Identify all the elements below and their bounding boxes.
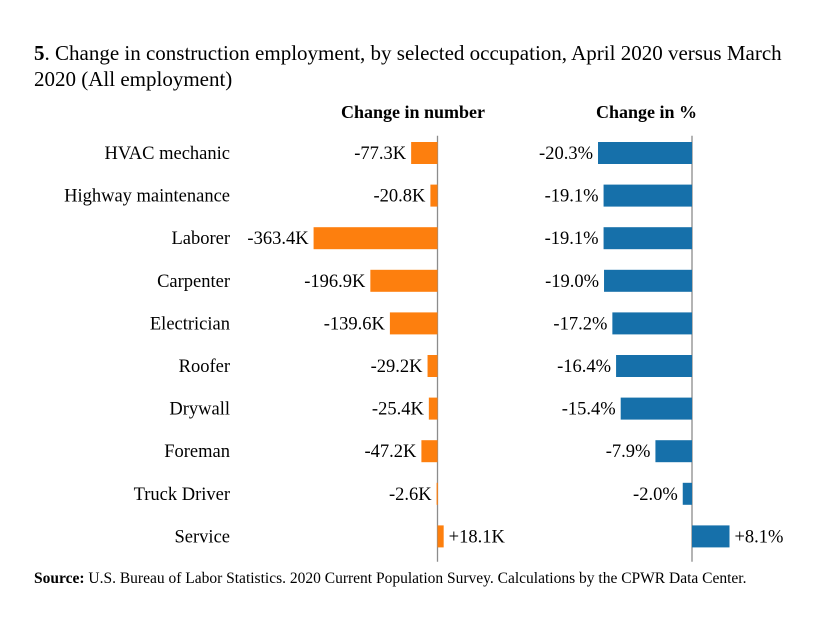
percent-bar: [598, 142, 692, 164]
number-bar: [411, 142, 438, 164]
percent-bar: [616, 355, 692, 377]
number-bar: [370, 269, 438, 292]
number-data-label: -20.8K: [374, 187, 427, 207]
percent-data-label: -19.1%: [545, 229, 599, 249]
percent-panel: -20.3% -19.1% -19.1% -19.0% -17.2% -16.4% -15.…: [539, 135, 784, 562]
number-bar: [430, 184, 438, 207]
number-data-label: -77.3K: [354, 144, 407, 164]
category-label: Laborer: [171, 229, 230, 249]
number-data-label: -29.2K: [371, 357, 424, 377]
number-bar: [313, 227, 438, 250]
percent-data-label: -16.4%: [557, 357, 611, 377]
number-data-label: -139.6K: [324, 314, 386, 334]
number-bar: [437, 525, 444, 548]
source-note: Source: U.S. Bureau of Labor Statistics.…: [34, 568, 814, 589]
title-text: . Change in construction employment, by …: [34, 41, 782, 91]
percent-bar: [603, 184, 692, 207]
category-label: Highway maintenance: [64, 187, 230, 207]
percent-data-label: -19.0%: [545, 272, 599, 292]
number-bar: [421, 440, 438, 463]
panel-title-number: Change in number: [341, 102, 486, 122]
percent-bar: [682, 482, 692, 505]
panel-title-percent: Change in %: [596, 102, 698, 122]
percent-bar: [612, 312, 692, 335]
percent-data-label: -2.0%: [633, 485, 678, 505]
category-label: Roofer: [179, 357, 230, 377]
category-labels: HVAC mechanic Highway maintenance Laborer C…: [64, 144, 230, 547]
percent-data-label: +8.1%: [735, 527, 784, 547]
category-label: Carpenter: [157, 272, 230, 292]
percent-bar: [620, 397, 692, 420]
chart-title: 5. Change in construction employment, by…: [34, 40, 814, 92]
category-label: Foreman: [164, 442, 230, 462]
category-label: Drywall: [169, 400, 230, 420]
source-text: U.S. Bureau of Labor Statistics. 2020 Cu…: [84, 570, 747, 587]
category-label: Truck Driver: [134, 485, 230, 505]
percent-data-label: -7.9%: [606, 442, 651, 462]
number-data-label: -2.6K: [389, 485, 432, 505]
percent-bar: [603, 227, 692, 250]
number-bar: [389, 312, 438, 335]
source-label: Source:: [34, 570, 85, 587]
category-label: Service: [175, 527, 230, 547]
number-data-label: -196.9K: [304, 272, 366, 292]
number-bar: [436, 482, 438, 505]
percent-bar: [655, 440, 692, 463]
number-data-label: -47.2K: [364, 442, 417, 462]
figure-number: 5: [34, 41, 45, 65]
number-data-label: -363.4K: [247, 229, 309, 249]
number-panel: -77.3K -20.8K -363.4K -196.9K -139.6K -29.2K -…: [247, 135, 506, 562]
category-label: Electrician: [150, 314, 230, 334]
percent-data-label: -20.3%: [539, 144, 593, 164]
number-data-label: +18.1K: [449, 527, 506, 547]
percent-data-label: -15.4%: [562, 400, 616, 420]
percent-bar: [692, 525, 730, 548]
number-bar: [427, 355, 438, 377]
number-data-label: -25.4K: [372, 400, 425, 420]
number-bar: [428, 397, 438, 420]
percent-data-label: -19.1%: [545, 187, 599, 207]
percent-data-label: -17.2%: [553, 314, 607, 334]
category-label: HVAC mechanic: [104, 144, 230, 164]
percent-bar: [604, 269, 692, 292]
